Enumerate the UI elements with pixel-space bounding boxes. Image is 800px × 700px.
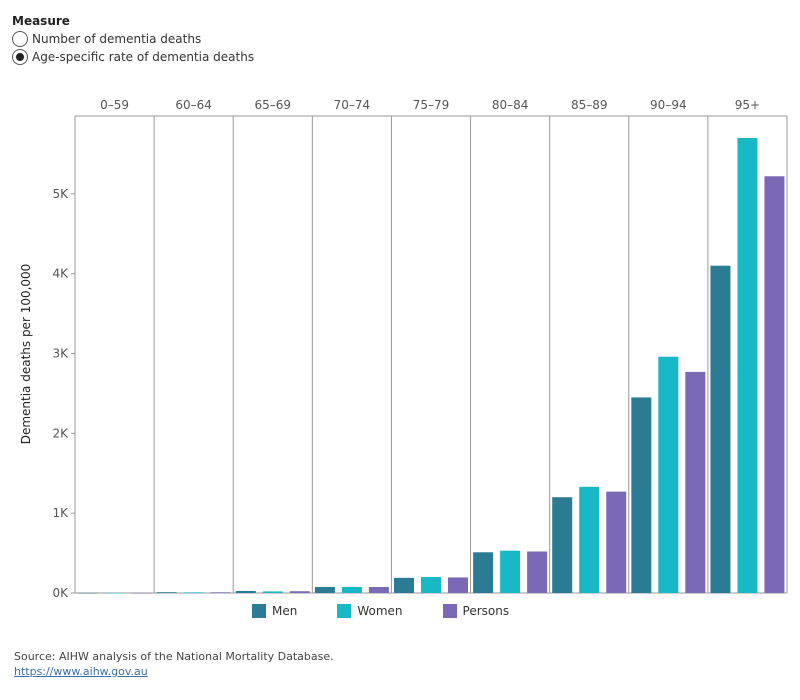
bar-persons-0[interactable] — [131, 592, 152, 594]
bar-persons-1[interactable] — [210, 592, 231, 593]
legend-label-women: Women — [357, 604, 403, 618]
bar-persons-8[interactable] — [764, 176, 785, 594]
y-tick-label: 2K — [52, 426, 69, 440]
legend-item-persons[interactable]: Persons — [442, 604, 510, 618]
panel-label: 60–64 — [175, 98, 212, 112]
y-tick-label: 5K — [52, 187, 69, 201]
panel-label: 90–94 — [650, 98, 687, 112]
legend-label-persons: Persons — [462, 604, 510, 618]
legend-swatch-women — [337, 604, 352, 618]
bar-women-2[interactable] — [262, 591, 283, 593]
bar-men-8[interactable] — [710, 265, 731, 593]
panel-label: 0–59 — [100, 98, 129, 112]
bar-men-0[interactable] — [77, 592, 98, 594]
measure-title: Measure — [12, 14, 70, 28]
measure-filter: Measure Number of dementia deaths Age-sp… — [12, 14, 254, 66]
panel-label: 75–79 — [413, 98, 450, 112]
legend-label-men: Men — [272, 604, 298, 618]
bar-women-7[interactable] — [658, 356, 679, 593]
bar-persons-3[interactable] — [368, 587, 389, 593]
bar-persons-5[interactable] — [527, 551, 548, 593]
bar-women-6[interactable] — [579, 486, 600, 593]
bar-persons-2[interactable] — [289, 591, 310, 593]
panel-label: 70–74 — [334, 98, 371, 112]
bar-men-5[interactable] — [473, 552, 494, 593]
y-tick-label: 4K — [52, 267, 69, 281]
bar-men-7[interactable] — [631, 397, 652, 593]
source-text: Source: AIHW analysis of the National Mo… — [14, 650, 334, 663]
panel-dividers — [74, 115, 788, 594]
bar-men-6[interactable] — [552, 497, 573, 593]
bar-men-1[interactable] — [156, 592, 177, 593]
radio-unchecked-icon[interactable] — [12, 31, 28, 47]
bar-men-2[interactable] — [235, 591, 256, 593]
y-tick-label: 3K — [52, 347, 69, 361]
radio-number-of-deaths[interactable]: Number of dementia deaths — [12, 30, 254, 48]
bar-persons-7[interactable] — [685, 371, 706, 593]
bar-women-1[interactable] — [183, 592, 204, 593]
y-tick-label: 0K — [52, 586, 69, 600]
y-tick-label: 1K — [52, 506, 69, 520]
source-note: Source: AIHW analysis of the National Mo… — [14, 650, 334, 678]
radio-age-specific-rate[interactable]: Age-specific rate of dementia deaths — [12, 48, 254, 66]
legend-swatch-men — [252, 604, 266, 618]
legend: Men Women Persons — [252, 604, 549, 618]
y-axis-label: Dementia deaths per 100,000 — [19, 264, 33, 445]
age-group-panels: 0–59 60–64 65–69 70–74 75–79 80–84 85–89 90–94 9… — [77, 98, 785, 594]
panel-label: 95+ — [735, 98, 760, 112]
bar-women-8[interactable] — [737, 137, 758, 593]
bar-men-4[interactable] — [394, 577, 414, 593]
panel-label: 80–84 — [492, 98, 529, 112]
legend-item-men[interactable]: Men — [252, 604, 297, 618]
radio-checked-icon[interactable] — [12, 49, 28, 65]
legend-swatch-persons — [442, 604, 457, 618]
bar-women-4[interactable] — [421, 577, 441, 593]
bar-men-3[interactable] — [314, 587, 335, 593]
radio-label-number: Number of dementia deaths — [32, 32, 202, 46]
bar-persons-6[interactable] — [606, 491, 627, 593]
y-axis: 0K 1K 2K 3K 4K 5K — [52, 187, 75, 600]
source-link[interactable]: https://www.aihw.gov.au — [14, 665, 148, 678]
legend-item-women[interactable]: Women — [337, 604, 403, 618]
panel-label: 65–69 — [255, 98, 292, 112]
bar-women-0[interactable] — [104, 592, 125, 594]
bar-women-5[interactable] — [500, 550, 521, 593]
radio-label-rate: Age-specific rate of dementia deaths — [32, 50, 255, 64]
bar-persons-4[interactable] — [448, 577, 468, 593]
bar-women-3[interactable] — [341, 587, 362, 593]
panel-label: 85–89 — [571, 98, 608, 112]
